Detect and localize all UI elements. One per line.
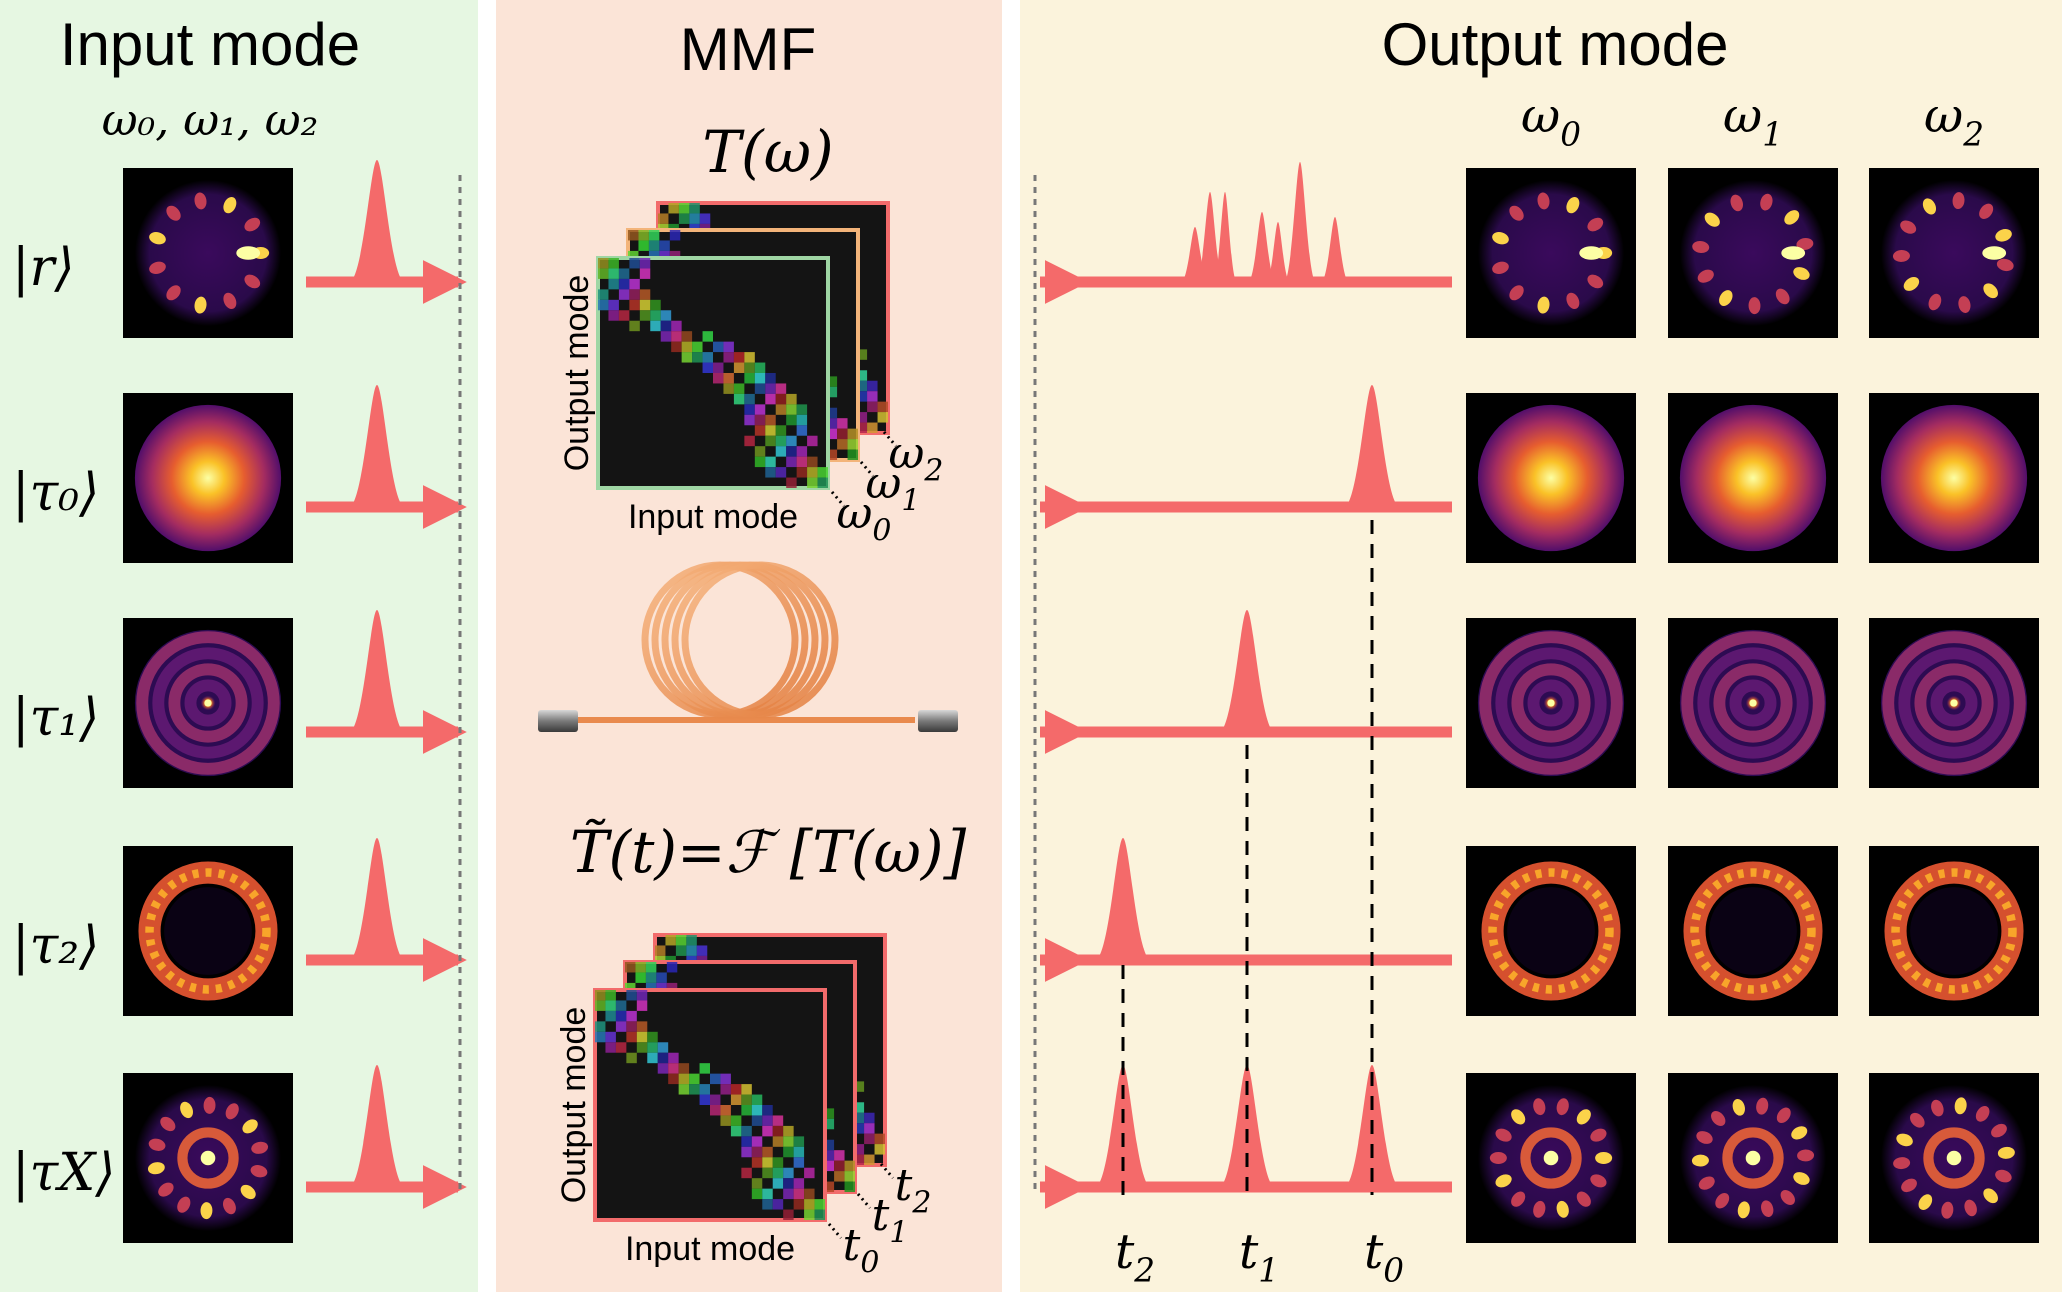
input-panel-title: Input mode xyxy=(60,11,360,78)
pulse-peak xyxy=(349,385,405,507)
matrix-layer-label: t0 xyxy=(843,1220,880,1280)
mode-image-speckle xyxy=(1668,168,1838,338)
mode-image-complex xyxy=(123,1073,293,1243)
mode-image-speckle xyxy=(1869,168,2039,338)
mode-image-donut xyxy=(1668,846,1838,1016)
input-state-label: |r⟩ xyxy=(12,238,75,298)
output-pulse xyxy=(1040,838,1452,966)
pulse-peak xyxy=(1095,1065,1151,1187)
mode-image-gaussian xyxy=(123,393,293,563)
input-state-label: |τ₂⟩ xyxy=(12,916,99,976)
mode-image-gaussian xyxy=(1466,393,1636,563)
matrix-layer-label: t1 xyxy=(872,1190,909,1250)
input-state-label: |τ₁⟩ xyxy=(12,688,99,748)
output-column-label: ω0 xyxy=(1521,88,1581,153)
input-state-label: |τ₀⟩ xyxy=(12,463,99,523)
mode-image-gaussian xyxy=(1668,393,1838,563)
pulse-peak xyxy=(1344,385,1400,507)
transfer-matrix-label: T(ω) xyxy=(702,118,833,186)
input-pulse xyxy=(306,385,467,529)
mode-image-rings xyxy=(1466,618,1636,788)
matrix-axis-input-label: Input mode xyxy=(625,1230,795,1268)
fiber-connector-left xyxy=(538,710,578,732)
input-states: |r⟩ |τ₀⟩ |τ₁⟩ |τ₂⟩ |τX⟩ xyxy=(12,160,467,1243)
matrix-layer-label: ω2 xyxy=(889,428,944,488)
matrix-axis-output-label: Output mode xyxy=(558,275,596,472)
mode-image-speckle xyxy=(123,168,293,338)
pulse-peak xyxy=(349,838,405,960)
matrix-layer-label: t2 xyxy=(895,1160,932,1220)
fiber-loop xyxy=(681,561,839,719)
mode-image-donut xyxy=(123,846,293,1016)
mode-image-speckle xyxy=(1466,168,1636,338)
time-axis-label: t0 xyxy=(1364,1224,1404,1289)
time-axis-label: t1 xyxy=(1239,1224,1279,1289)
matrix-layer-label: ω1 xyxy=(866,458,921,518)
input-pulse xyxy=(306,160,467,304)
pulse-peak xyxy=(1266,222,1290,282)
mmf-panel-title: MMF xyxy=(680,16,817,83)
pulse-peak xyxy=(1196,192,1224,282)
pulse-peak xyxy=(1095,838,1151,960)
matrix-layer xyxy=(596,256,830,490)
matrix-layer xyxy=(593,988,827,1222)
mode-image-complex xyxy=(1466,1073,1636,1243)
mode-image-gaussian xyxy=(1869,393,2039,563)
input-pulse xyxy=(306,1065,467,1209)
input-pulse xyxy=(306,610,467,754)
pulse-peak xyxy=(1321,217,1349,282)
output-panel-title: Output mode xyxy=(1382,11,1729,78)
input-frequency-label: ω₀, ω₁, ω₂ xyxy=(102,95,319,146)
matrix-axis-output-label: Output mode xyxy=(555,1007,593,1204)
time-axis-label: t2 xyxy=(1115,1224,1155,1289)
pulse-peak xyxy=(1219,610,1275,732)
mode-image-donut xyxy=(1869,846,2039,1016)
matrix-layer-label: ω0 xyxy=(837,488,892,548)
pulse-peak xyxy=(349,1065,405,1187)
output-pulse xyxy=(1040,162,1452,288)
fiber-coil xyxy=(538,561,958,732)
pulse-peak xyxy=(1219,1065,1275,1187)
output-column-label: ω2 xyxy=(1924,88,1984,153)
fiber-connector-right xyxy=(918,710,958,732)
mode-image-complex xyxy=(1668,1073,1838,1243)
output-column-label: ω1 xyxy=(1723,88,1783,153)
pulse-peak xyxy=(349,610,405,732)
output-states: ω0 ω1 ω2 t2 t1 t0 xyxy=(1033,88,2039,1289)
pulse-peak xyxy=(349,160,405,282)
input-pulse xyxy=(306,838,467,982)
mode-image-rings xyxy=(1668,618,1838,788)
mode-image-rings xyxy=(123,618,293,788)
pulse-peak xyxy=(1248,212,1276,282)
output-pulse xyxy=(1040,610,1452,738)
output-pulse xyxy=(1040,385,1452,513)
mode-image-donut xyxy=(1466,846,1636,1016)
input-state-label: |τX⟩ xyxy=(12,1143,116,1203)
pulse-peak xyxy=(1284,162,1316,282)
matrix-axis-input-label: Input mode xyxy=(628,498,798,536)
fourier-transform-label: T̃(t)=ℱ [T(ω)] xyxy=(570,817,967,886)
mode-image-complex xyxy=(1869,1073,2039,1243)
mode-image-rings xyxy=(1869,618,2039,788)
pulse-peak xyxy=(1213,192,1237,282)
